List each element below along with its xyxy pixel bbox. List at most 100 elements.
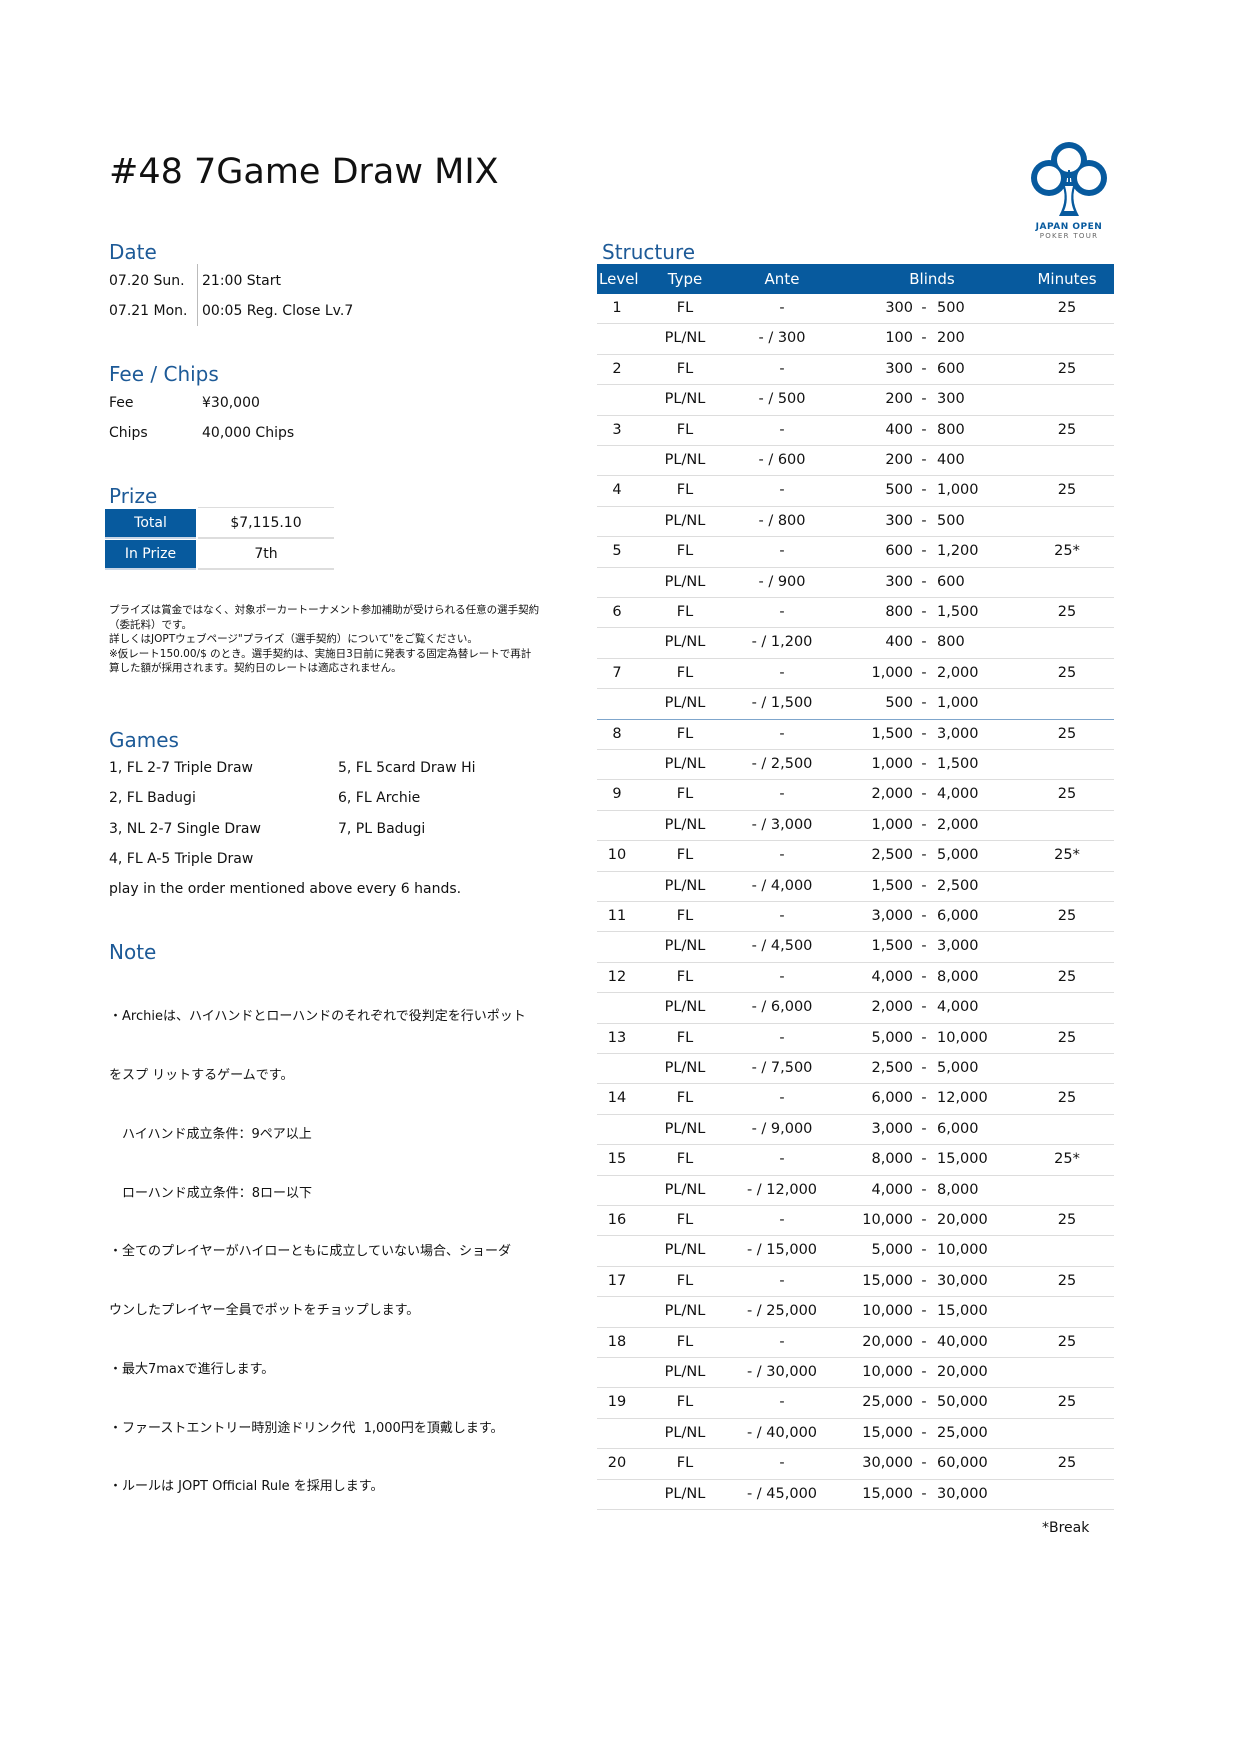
games-heading: Games <box>109 728 179 752</box>
col-blinds: Blinds <box>909 270 955 288</box>
cell-big-blind: 500 <box>937 300 965 316</box>
cell-blinds-dash: - <box>921 786 927 803</box>
cell-big-blind: 200 <box>937 330 965 347</box>
structure-row: 17 FL -15,000-30,000 25 <box>597 1267 1114 1298</box>
cell-small-blind: 200 <box>885 452 913 468</box>
cell-small-blind: 4,000 <box>871 968 913 985</box>
structure-row: 4 FL -500-1,000 25 <box>597 476 1114 507</box>
notice-line: （委託料）です。 <box>109 618 192 631</box>
date-heading: Date <box>109 240 157 264</box>
cell-blinds-dash: - <box>921 664 927 681</box>
cell-ante: - / 4,000 <box>751 877 813 894</box>
cell-type: FL <box>676 968 694 985</box>
cell-level: 15 <box>607 1151 627 1168</box>
cell-minutes: 25 <box>1057 421 1077 438</box>
date-divider <box>197 264 198 326</box>
cell-minutes: 25 <box>1057 1394 1077 1411</box>
prize-total-label: Total <box>105 509 196 539</box>
cell-big-blind: 5,000 <box>937 847 979 864</box>
game-item: 7, PL Badugi <box>338 821 426 837</box>
cell-big-blind: 60,000 <box>937 1455 988 1472</box>
cell-blinds-dash: - <box>921 1394 927 1411</box>
cell-minutes: 25 <box>1057 725 1077 742</box>
note-line: ハイハンド成立条件：9ペア以上 <box>109 1126 312 1142</box>
cell-level: 1 <box>612 300 622 316</box>
note-heading: Note <box>109 940 157 964</box>
cell-big-blind: 2,000 <box>937 816 979 833</box>
structure-row: 1 FL -300-500 25 <box>597 294 1114 325</box>
cell-small-blind: 1,500 <box>871 938 913 955</box>
note-line: ローハンド成立条件：8ロー以下 <box>109 1185 313 1201</box>
note-line: ・全てのプレイヤーがハイローともに成立していない場合、ショーダ <box>109 1244 511 1260</box>
structure-row: PL/NL - / 4,500 1,500-3,000 <box>597 932 1114 963</box>
cell-small-blind: 500 <box>885 695 913 712</box>
cell-level: 11 <box>607 908 627 924</box>
cell-type: FL <box>676 908 694 924</box>
cell-blinds-dash: - <box>921 300 927 316</box>
cell-type: PL/NL <box>664 1242 706 1259</box>
cell-level: 2 <box>612 360 622 377</box>
cell-big-blind: 10,000 <box>937 1029 988 1046</box>
cell-small-blind: 25,000 <box>862 1394 913 1411</box>
cell-minutes: 25 <box>1057 1455 1077 1472</box>
cell-type: PL/NL <box>664 1485 706 1502</box>
cell-blinds-dash: - <box>921 543 927 560</box>
cell-blinds-dash: - <box>921 968 927 985</box>
cell-type: FL <box>676 360 694 377</box>
cell-blinds-dash: - <box>921 1181 927 1198</box>
structure-row: 5 FL -600-1,200 25* <box>597 537 1114 568</box>
prize-top-rule <box>198 507 334 508</box>
cell-level: 4 <box>612 482 622 499</box>
cell-ante: - / 6,000 <box>751 999 813 1016</box>
cell-blinds-dash: - <box>921 573 927 590</box>
cell-minutes: 25* <box>1054 847 1080 864</box>
cell-big-blind: 500 <box>937 512 965 529</box>
structure-heading: Structure <box>602 240 696 264</box>
cell-minutes: 25 <box>1057 908 1077 924</box>
cell-ante: - / 1,200 <box>751 634 813 651</box>
cell-big-blind: 6,000 <box>937 1120 979 1137</box>
break-note: *Break <box>1042 1520 1090 1536</box>
cell-type: FL <box>676 725 694 742</box>
cell-ante: - / 800 <box>758 512 806 529</box>
cell-type: PL/NL <box>664 695 706 712</box>
club-logo-icon <box>1031 142 1107 216</box>
structure-table-header: Level Type Ante Blinds Minutes <box>597 264 1114 294</box>
cell-type: PL/NL <box>664 1120 706 1137</box>
game-item: 2, FL Badugi <box>109 790 196 806</box>
structure-row: PL/NL - / 30,000 10,000-20,000 <box>597 1358 1114 1389</box>
structure-row: 10 FL -2,500-5,000 25* <box>597 841 1114 872</box>
cell-type: PL/NL <box>664 816 706 833</box>
prize-inprize-value: 7th <box>198 540 334 570</box>
cell-blinds-dash: - <box>921 482 927 499</box>
cell-ante: - <box>779 725 785 742</box>
cell-blinds-dash: - <box>921 1060 927 1076</box>
cell-ante: - <box>779 300 785 316</box>
notice-line: ※仮レート150.00/$ のとき。選手契約は、実施日3日前に発表する固定為替レ… <box>109 647 532 660</box>
note-line: をスプ リットするゲームです。 <box>109 1067 294 1083</box>
cell-blinds-dash: - <box>921 847 927 864</box>
cell-type: FL <box>676 1455 694 1472</box>
cell-big-blind: 12,000 <box>937 1090 988 1107</box>
cell-big-blind: 600 <box>937 360 965 377</box>
structure-row: 11 FL -3,000-6,000 25 <box>597 902 1114 933</box>
cell-ante: - / 900 <box>758 573 806 590</box>
cell-small-blind: 15,000 <box>862 1485 913 1502</box>
cell-minutes: 25 <box>1057 1090 1077 1107</box>
cell-ante: - <box>779 1455 785 1472</box>
cell-small-blind: 10,000 <box>862 1303 913 1320</box>
cell-ante: - <box>779 664 785 681</box>
cell-blinds-dash: - <box>921 1424 927 1441</box>
cell-blinds-dash: - <box>921 1151 927 1168</box>
cell-small-blind: 400 <box>885 634 913 651</box>
structure-row: PL/NL - / 300 100-200 <box>597 324 1114 355</box>
cell-ante: - <box>779 482 785 499</box>
cell-type: PL/NL <box>664 573 706 590</box>
cell-small-blind: 4,000 <box>871 1181 913 1198</box>
cell-blinds-dash: - <box>921 360 927 377</box>
cell-big-blind: 10,000 <box>937 1242 988 1259</box>
cell-type: FL <box>676 664 694 681</box>
cell-type: FL <box>676 482 694 499</box>
cell-big-blind: 1,000 <box>937 482 979 499</box>
game-item: 4, FL A-5 Triple Draw <box>109 851 254 867</box>
